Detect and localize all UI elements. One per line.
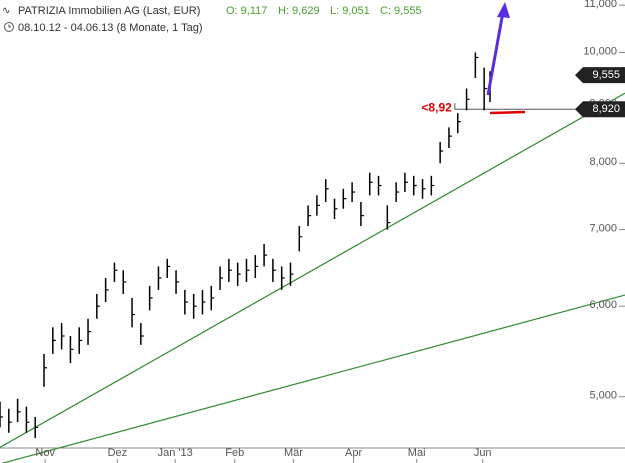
last-price-label: 9,555 — [592, 69, 620, 81]
red-marker — [489, 110, 526, 115]
y-tick-label: 10,000 — [583, 45, 617, 57]
close-value: C: 9,555 — [380, 5, 422, 17]
logo-icon: ∿ — [2, 6, 10, 17]
annotation: <8,92 — [421, 100, 452, 114]
low-value: L: 9,051 — [330, 5, 370, 17]
y-tick-label: 8,000 — [589, 156, 617, 168]
x-tick-label: Nov — [35, 447, 55, 459]
y-tick-label: 5,000 — [589, 390, 617, 402]
y-tick-label: 7,000 — [589, 223, 617, 235]
chart-title: PATRIZIA Immobilien AG (Last, EUR) — [18, 5, 200, 17]
chart-subtitle: 08.10.12 - 04.06.13 (8 Monate, 1 Tag) — [18, 22, 202, 34]
x-tick-label: Mai — [408, 447, 426, 459]
support-price-box — [575, 101, 625, 118]
last-price-box — [575, 67, 625, 84]
x-tick-label: Jan '13 — [158, 447, 193, 459]
trend-line — [1, 294, 625, 463]
y-tick-label: 6,000 — [589, 299, 617, 311]
x-tick-label: Apr — [345, 447, 362, 459]
x-tick-label: Jun — [474, 447, 492, 459]
y-tick-label: 11,000 — [584, 0, 617, 10]
clock-icon — [4, 22, 14, 32]
arrow-shaft — [486, 11, 505, 96]
support-price-label: 8,920 — [592, 103, 620, 115]
open-value: O: 9,117 — [226, 5, 267, 17]
trend-line — [0, 92, 625, 448]
clock-hands — [8, 24, 11, 28]
high-value: H: 9,629 — [278, 5, 320, 17]
x-tick-label: Feb — [225, 447, 244, 459]
arrow-head — [497, 2, 510, 18]
x-tick-label: Mär — [284, 447, 303, 459]
x-tick-label: Dez — [108, 447, 128, 459]
